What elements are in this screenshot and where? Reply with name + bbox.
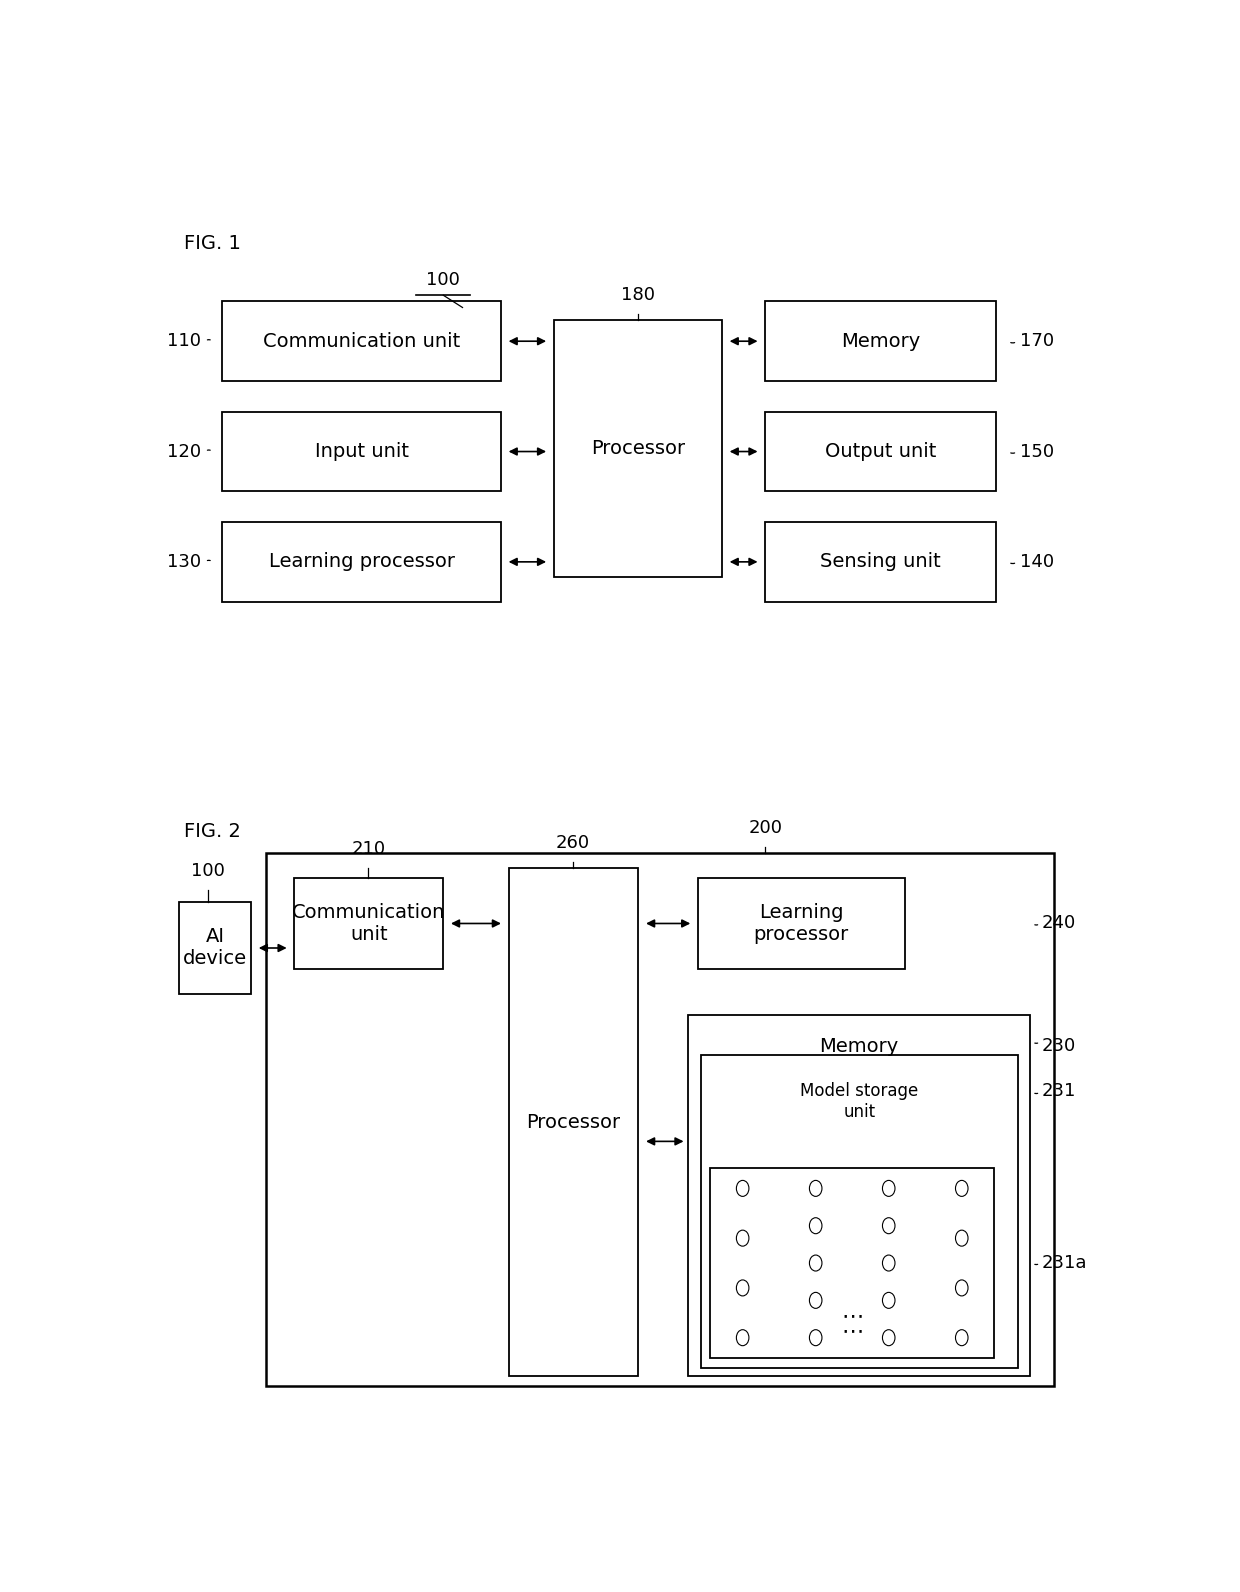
Text: Learning processor: Learning processor: [269, 552, 455, 572]
Bar: [765, 301, 996, 380]
Text: 110: 110: [167, 333, 201, 350]
Circle shape: [956, 1329, 968, 1345]
Text: Memory: Memory: [820, 1036, 899, 1055]
Circle shape: [810, 1254, 822, 1270]
Text: ⋯: ⋯: [842, 1321, 864, 1340]
Text: 140: 140: [1019, 552, 1054, 572]
Text: 240: 240: [1042, 914, 1076, 933]
Text: FIG. 2: FIG. 2: [184, 823, 241, 841]
Text: 120: 120: [167, 443, 201, 460]
Text: Communication
unit: Communication unit: [293, 903, 445, 944]
Text: 150: 150: [1019, 443, 1054, 460]
Text: Memory: Memory: [841, 331, 920, 350]
Bar: [222, 522, 501, 602]
Bar: [765, 522, 996, 602]
Bar: [508, 868, 639, 1377]
Circle shape: [883, 1329, 895, 1345]
Bar: [222, 301, 501, 380]
Bar: [222, 412, 501, 492]
Text: Model storage
unit: Model storage unit: [800, 1083, 919, 1121]
Circle shape: [810, 1329, 822, 1345]
Circle shape: [956, 1280, 968, 1296]
Text: 230: 230: [1042, 1036, 1076, 1055]
Text: Processor: Processor: [527, 1113, 620, 1132]
Text: 180: 180: [621, 287, 656, 304]
Bar: [179, 903, 250, 993]
Bar: [701, 1055, 1018, 1368]
Text: 100: 100: [191, 861, 224, 880]
Text: Output unit: Output unit: [825, 443, 936, 462]
Text: 200: 200: [748, 818, 782, 837]
Text: 231: 231: [1042, 1083, 1076, 1100]
Circle shape: [883, 1180, 895, 1196]
Circle shape: [883, 1218, 895, 1234]
Text: Communication unit: Communication unit: [263, 331, 460, 350]
Circle shape: [883, 1254, 895, 1270]
Circle shape: [737, 1231, 749, 1247]
Text: AI
device: AI device: [184, 928, 247, 968]
Text: 210: 210: [351, 841, 386, 858]
Text: ⋯: ⋯: [842, 1307, 864, 1326]
Text: 231a: 231a: [1042, 1254, 1087, 1272]
Text: 260: 260: [556, 834, 590, 852]
Circle shape: [810, 1218, 822, 1234]
Text: 100: 100: [427, 271, 460, 290]
Bar: [688, 1014, 1029, 1377]
Circle shape: [810, 1293, 822, 1309]
Text: Learning
processor: Learning processor: [754, 903, 849, 944]
Bar: [294, 877, 444, 970]
Bar: [698, 877, 904, 970]
Text: 170: 170: [1019, 333, 1054, 350]
Text: FIG. 1: FIG. 1: [184, 234, 241, 253]
Circle shape: [810, 1180, 822, 1196]
Text: Processor: Processor: [590, 439, 684, 458]
Circle shape: [956, 1180, 968, 1196]
Bar: [554, 320, 722, 578]
Circle shape: [737, 1280, 749, 1296]
Text: Sensing unit: Sensing unit: [820, 552, 941, 572]
Text: 130: 130: [167, 552, 201, 572]
Text: Input unit: Input unit: [315, 443, 409, 462]
Circle shape: [883, 1293, 895, 1309]
Circle shape: [956, 1231, 968, 1247]
Bar: [711, 1169, 994, 1358]
Circle shape: [737, 1180, 749, 1196]
Circle shape: [737, 1329, 749, 1345]
Bar: [265, 853, 1054, 1387]
Bar: [765, 412, 996, 492]
